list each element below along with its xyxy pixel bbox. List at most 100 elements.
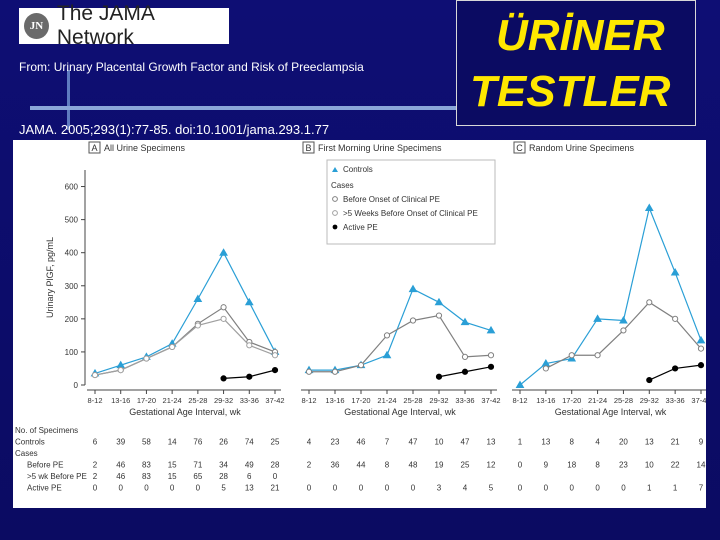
table-row-label: Controls: [15, 438, 45, 447]
data-point: [697, 362, 705, 369]
data-point: [461, 368, 469, 375]
table-cell: 2: [307, 461, 312, 470]
series-line: [309, 314, 492, 373]
table-cell: 26: [219, 438, 228, 447]
table-cell: 13: [487, 438, 496, 447]
data-point: [568, 352, 575, 359]
jn-logo-icon: JN: [24, 13, 49, 39]
table-cell: 6: [93, 438, 98, 447]
table-cell: 23: [619, 461, 628, 470]
x-tick-label: 21-24: [377, 396, 396, 405]
x-tick-label: 21-24: [588, 396, 607, 405]
legend-active-marker: [332, 224, 338, 230]
table-cell: 0: [93, 484, 98, 493]
x-tick-label: 25-28: [614, 396, 633, 405]
table-row-label: >5 wk Before PE: [27, 472, 87, 481]
y-tick-label: 100: [65, 348, 79, 357]
table-cell: 9: [699, 438, 704, 447]
panel-title: Random Urine Specimens: [529, 143, 635, 153]
data-point-controls: [619, 316, 628, 324]
table-cell: 14: [168, 438, 177, 447]
table-cell: 1: [647, 484, 652, 493]
panel-letter: A: [91, 143, 97, 153]
table-cell: 47: [461, 438, 470, 447]
data-point-controls: [644, 203, 654, 212]
from-prefix: From:: [19, 60, 51, 74]
table-cell: 18: [567, 461, 576, 470]
data-point: [672, 365, 679, 372]
table-cell: 0: [144, 484, 149, 493]
panel-letter-box: [302, 141, 315, 154]
x-tick-label: 25-28: [188, 396, 207, 405]
x-axis-label: Gestational Age Interval, wk: [129, 407, 241, 417]
data-point-controls: [219, 248, 228, 256]
x-tick-label: 33-36: [240, 396, 259, 405]
data-point-controls: [696, 335, 706, 344]
table-cell: 0: [118, 484, 123, 493]
table-cell: 58: [142, 438, 151, 447]
table-row-label: Active PE: [27, 484, 62, 493]
title-box: [456, 0, 696, 126]
table-cell: 0: [411, 484, 416, 493]
series-line: [94, 318, 276, 376]
table-cell: 0: [621, 484, 626, 493]
data-point-controls: [382, 350, 392, 359]
x-tick-label: 8-12: [301, 396, 316, 405]
x-tick-label: 17-20: [351, 396, 370, 405]
x-tick-label: 13-16: [536, 396, 555, 405]
x-tick-label: 25-28: [403, 396, 422, 405]
table-cell: 0: [333, 484, 338, 493]
table-cell: 0: [595, 484, 600, 493]
data-point: [594, 352, 601, 359]
table-cell: 1: [673, 484, 678, 493]
table-cell: 8: [569, 438, 574, 447]
table-cell: 28: [219, 472, 228, 481]
data-point: [487, 352, 495, 359]
table-cell: 47: [409, 438, 418, 447]
y-tick-label: 500: [65, 216, 79, 225]
legend-gt5wk: >5 Weeks Before Onset of Clinical PE: [343, 209, 478, 218]
table-cell: 71: [193, 461, 202, 470]
series-line: [519, 206, 702, 386]
table-cell: 28: [271, 461, 280, 470]
legend-box: [326, 159, 496, 245]
legend-active-pe: Active PE: [343, 223, 378, 232]
data-point: [672, 315, 679, 322]
table-cell: 25: [271, 438, 280, 447]
x-tick-label: 8-12: [87, 396, 102, 405]
data-point: [331, 368, 339, 375]
data-point: [246, 373, 253, 380]
x-tick-label: 29-32: [640, 396, 659, 405]
legend-gt5-marker: [332, 210, 338, 216]
table-cell: 36: [331, 461, 340, 470]
panel-letter: C: [516, 143, 523, 153]
table-title: No. of Specimens: [15, 426, 78, 435]
data-point-controls: [244, 297, 254, 306]
data-point: [117, 367, 124, 374]
table-cell: 7: [699, 484, 704, 493]
table-cell: 2: [93, 472, 98, 481]
table-cell: 0: [385, 484, 390, 493]
data-point: [646, 299, 653, 306]
x-tick-label: 13-16: [325, 396, 344, 405]
table-cell: 22: [671, 461, 680, 470]
data-point-controls: [193, 294, 203, 302]
legend-controls: Controls: [343, 165, 373, 174]
data-point: [620, 327, 627, 334]
table-cell: 23: [331, 438, 340, 447]
data-point: [435, 312, 443, 319]
data-point-controls: [670, 268, 680, 276]
data-point: [220, 315, 227, 322]
table-cell: 20: [619, 438, 628, 447]
table-cell: 46: [357, 438, 366, 447]
x-tick-label: 29-32: [214, 396, 233, 405]
panel-title: First Morning Urine Specimens: [318, 143, 442, 153]
x-tick-label: 37-42: [481, 396, 500, 405]
data-point: [246, 342, 253, 349]
table-cell: 0: [518, 484, 523, 493]
y-axis-label: Urinary PlGF, pg/mL: [45, 237, 55, 318]
legend-cases-header: Cases: [331, 181, 354, 190]
decorative-vertical-rule: [67, 70, 70, 130]
table-cell: 1: [518, 438, 523, 447]
